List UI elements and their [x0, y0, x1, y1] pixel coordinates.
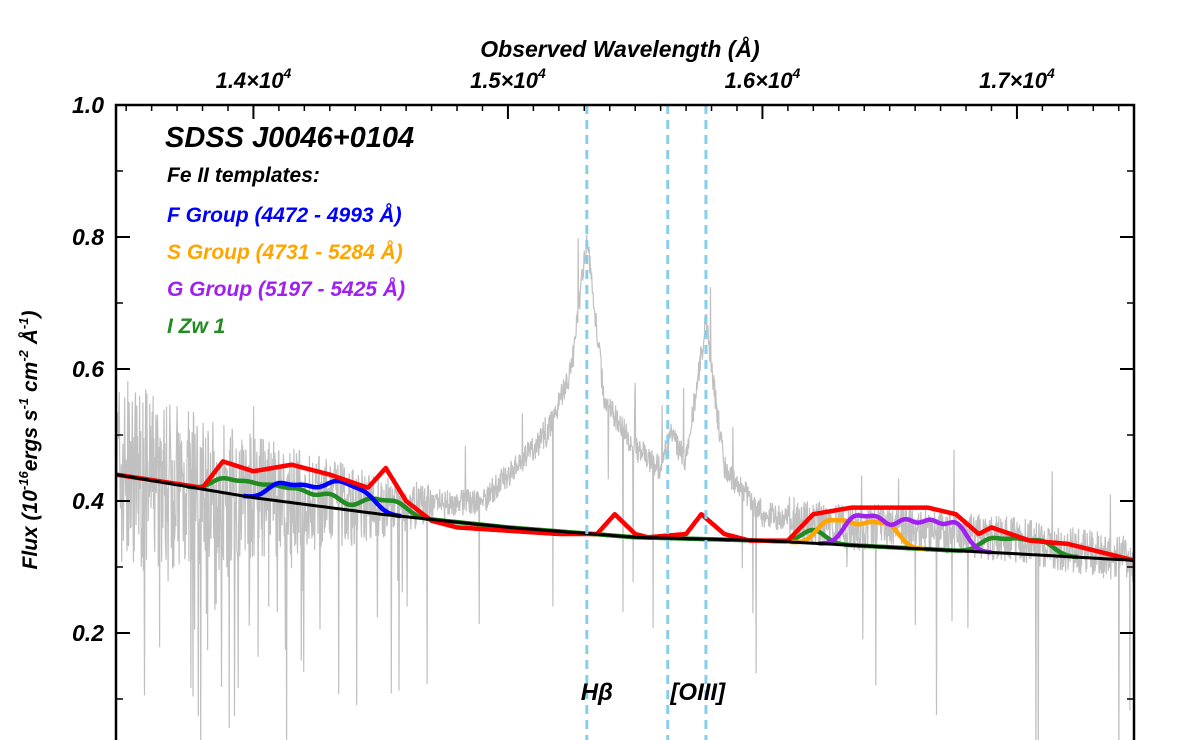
y-tick-label-1: 0.2 [72, 620, 104, 646]
x-tick-labels: 1.4×104 1.5×104 1.6×104 1.7×104 [216, 65, 1055, 93]
y-tick-label-5: 1.0 [72, 92, 104, 118]
x-tick-label-2: 1.5×104 [470, 65, 546, 93]
legend-entry-1: F Group (4472 - 4993 Å) [167, 203, 402, 227]
axis-ticks [116, 104, 1134, 700]
emission-line-label-2: [OIII] [669, 679, 726, 706]
y-tick-labels: 0.2 0.4 0.6 0.8 1.0 [72, 92, 104, 646]
plot-frame [114, 103, 1136, 740]
template-line-s-group-4731-5284 [790, 517, 926, 552]
x-tick-label-1: 1.4×104 [216, 65, 292, 93]
emission-line-label-1: Hβ [581, 679, 613, 706]
x-axis-title: Observed Wavelength (Å) [480, 36, 759, 62]
template-line-g-group-5197-5425 [818, 513, 992, 555]
x-tick-label-3: 1.6×104 [725, 65, 801, 93]
legend-header: Fe II templates: [167, 164, 320, 187]
legend-entry-2: S Group (4731 - 5284 Å) [167, 240, 403, 264]
template-line-f-group-4472-4993 [243, 478, 402, 519]
total-model-line [116, 459, 1134, 563]
y-axis-title: Flux (10-16ergs s-1 cm-2 Å-1) [16, 311, 42, 570]
continuum-line [116, 473, 1134, 562]
legend: F Group (4472 - 4993 Å) S Group (4731 - 5… [167, 203, 405, 338]
legend-entry-4: I Zw 1 [167, 315, 225, 338]
x-tick-label-4: 1.7×104 [979, 65, 1055, 93]
line-labels: Hβ [OIII] [581, 679, 726, 706]
legend-entry-3: G Group (5197 - 5425 Å) [167, 277, 405, 301]
y-tick-label-3: 0.6 [72, 356, 104, 382]
y-tick-label-2: 0.4 [72, 488, 104, 514]
y-tick-label-4: 0.8 [72, 224, 104, 250]
chart-title: SDSS J0046+0104 [165, 122, 414, 154]
